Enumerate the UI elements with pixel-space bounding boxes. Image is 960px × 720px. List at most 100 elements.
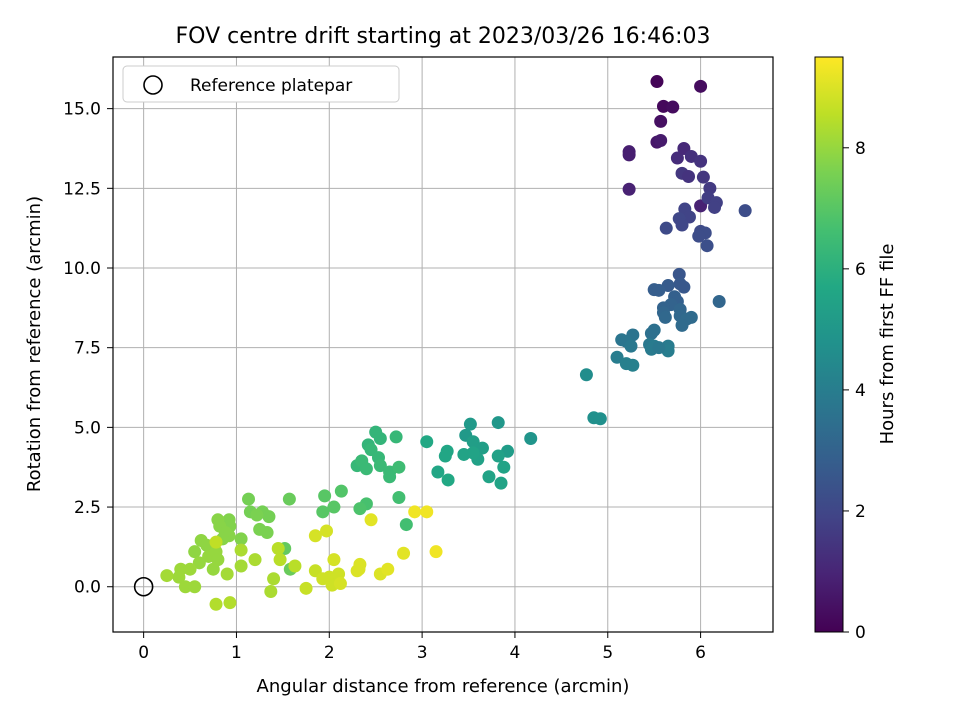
data-point: [334, 484, 348, 498]
y-tick-label: 5.0: [74, 418, 101, 438]
legend-label-reference: Reference platepar: [190, 76, 352, 96]
x-axis-label: Angular distance from reference (arcmin): [257, 676, 630, 697]
x-tick-label: 2: [324, 643, 335, 663]
colorbar-ticks: 0 2 4 6 8: [843, 139, 866, 643]
data-point: [333, 577, 347, 591]
colorbar-tick-label: 4: [855, 381, 866, 401]
data-point: [389, 430, 403, 444]
colorbar-gradient: [814, 56, 844, 633]
data-point: [209, 597, 223, 611]
data-point: [692, 229, 706, 243]
data-point: [708, 200, 722, 214]
data-point: [497, 460, 511, 474]
data-point: [593, 412, 607, 426]
data-point: [654, 114, 668, 128]
data-point: [209, 535, 223, 549]
data-point: [682, 170, 696, 184]
data-points: [133, 75, 752, 611]
x-tick-label: 6: [695, 643, 706, 663]
data-point: [267, 572, 281, 586]
data-point: [491, 449, 505, 463]
data-point: [250, 508, 264, 522]
x-ticks: 0 1 2 3 4 5 6: [138, 632, 706, 663]
data-point: [353, 502, 367, 516]
data-point: [712, 294, 726, 308]
data-point: [463, 417, 477, 431]
data-point: [672, 267, 686, 281]
data-point: [264, 585, 278, 599]
data-point: [178, 580, 192, 594]
data-point: [420, 505, 434, 519]
data-point: [624, 339, 638, 353]
data-point: [429, 545, 443, 559]
data-point: [658, 310, 672, 324]
legend-marker-open-circle: [143, 75, 163, 95]
colorbar-tick-label: 0: [855, 623, 866, 643]
data-point: [383, 470, 397, 484]
data-point: [652, 283, 666, 297]
data-point: [327, 553, 341, 567]
y-tick-label: 0.0: [74, 578, 101, 598]
x-tick-label: 1: [231, 643, 242, 663]
data-point: [626, 358, 640, 372]
data-point: [273, 553, 287, 567]
data-point: [242, 492, 256, 506]
chart-title: FOV centre drift starting at 2023/03/26 …: [176, 24, 711, 49]
plot-frame: [112, 56, 774, 633]
colorbar-tick-label: 6: [855, 260, 866, 280]
data-point: [670, 151, 684, 165]
data-point: [234, 559, 248, 573]
data-point: [318, 489, 332, 503]
data-point: [466, 435, 480, 449]
data-point: [397, 546, 411, 560]
data-point: [650, 75, 664, 89]
data-point: [248, 553, 262, 567]
data-point: [420, 435, 434, 449]
data-point: [160, 569, 174, 583]
x-tick-label: 5: [602, 643, 613, 663]
data-point: [610, 350, 624, 364]
x-tick-label: 0: [138, 643, 149, 663]
data-point: [262, 510, 276, 524]
data-point: [579, 368, 593, 382]
data-point: [438, 449, 452, 463]
data-point: [288, 559, 302, 573]
data-point: [491, 416, 505, 430]
data-point: [622, 182, 636, 196]
y-tick-label: 10.0: [63, 259, 101, 279]
data-point: [652, 341, 666, 355]
data-point: [316, 505, 330, 519]
data-point: [482, 470, 496, 484]
data-point: [392, 460, 406, 474]
data-point: [234, 543, 248, 557]
data-point: [656, 99, 670, 113]
data-point: [466, 446, 480, 460]
data-point: [675, 218, 689, 232]
data-point: [282, 492, 296, 506]
data-point: [441, 473, 455, 487]
y-tick-label: 12.5: [63, 179, 101, 199]
data-point: [271, 541, 285, 555]
data-point: [206, 562, 220, 576]
data-point: [700, 239, 714, 253]
data-point: [694, 79, 708, 93]
data-point: [684, 310, 698, 324]
data-point: [675, 318, 689, 332]
data-point: [696, 170, 710, 184]
data-point: [220, 567, 234, 581]
y-axis-label: Rotation from reference (arcmin): [24, 196, 45, 492]
data-point: [622, 148, 636, 162]
y-tick-label: 2.5: [74, 498, 101, 518]
data-point: [359, 462, 373, 476]
data-point: [694, 154, 708, 168]
data-point: [364, 513, 378, 527]
data-point: [192, 556, 206, 570]
colorbar-tick-label: 8: [855, 139, 866, 159]
data-point: [183, 562, 197, 576]
data-point: [644, 326, 658, 340]
x-tick-label: 3: [417, 643, 428, 663]
legend-box: [122, 65, 400, 103]
data-point: [399, 518, 413, 532]
colorbar-tick-label: 2: [855, 502, 866, 522]
